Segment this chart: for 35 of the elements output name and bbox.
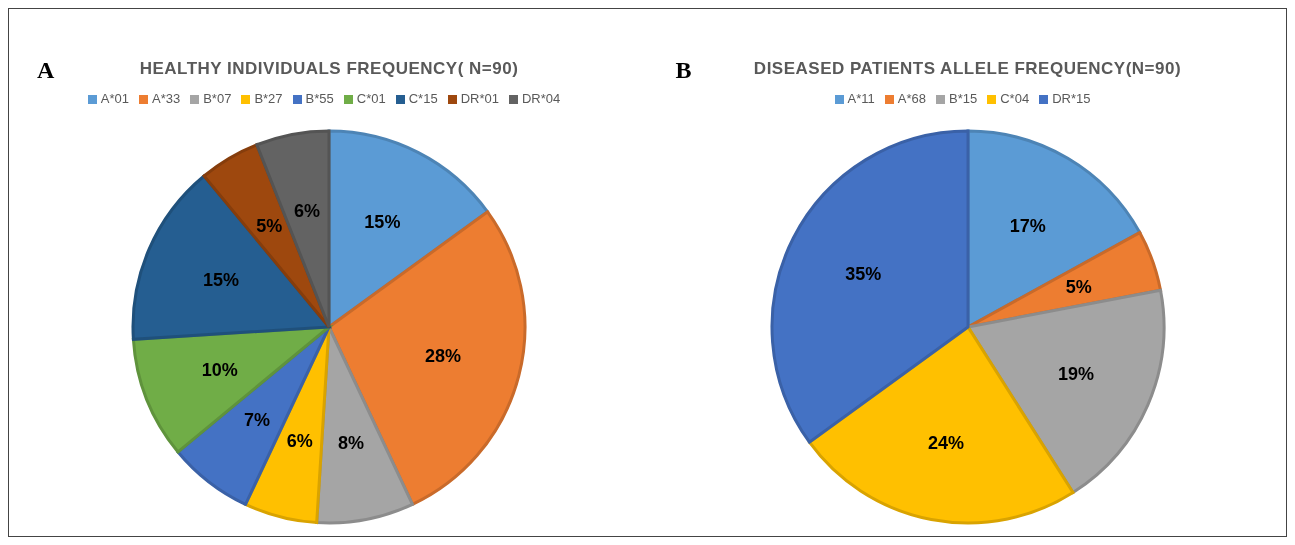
data-label: 5% xyxy=(1065,277,1092,298)
pie-slice xyxy=(131,174,331,341)
legend-label: B*55 xyxy=(305,91,334,106)
legend-label: C*01 xyxy=(356,91,386,106)
data-label: 8% xyxy=(338,432,365,453)
data-label: 19% xyxy=(1057,363,1094,384)
data-label: 35% xyxy=(844,263,881,284)
legend-label: DR*01 xyxy=(460,91,499,106)
data-label: 15% xyxy=(364,212,401,233)
legend-label: A*68 xyxy=(897,91,926,106)
data-label: 24% xyxy=(927,432,964,453)
pie-slice xyxy=(255,129,331,329)
legend-label: B*27 xyxy=(254,91,283,106)
legend-label: DR*04 xyxy=(521,91,561,106)
data-label: 6% xyxy=(293,201,320,222)
data-label: 7% xyxy=(243,409,270,430)
chart-title: DISEASED PATIENTS ALLELE FREQUENCY(N=90) xyxy=(753,59,1182,78)
data-label: 6% xyxy=(286,430,313,451)
text: A xyxy=(37,57,55,84)
data-label: 15% xyxy=(203,270,240,291)
legend-label: B*15 xyxy=(949,91,978,106)
legend-label: B*07 xyxy=(203,91,232,106)
legend-label: A*11 xyxy=(847,91,875,106)
legend-label: C*04 xyxy=(1000,91,1030,106)
legend-label: A*33 xyxy=(151,91,181,106)
legend-label: DR*15 xyxy=(1052,91,1091,106)
data-label: 17% xyxy=(1009,215,1046,236)
chart-title: HEALTHY INDIVIDUALS FREQUENCY( N=90) xyxy=(139,59,519,78)
legend-label: C*15 xyxy=(408,91,438,106)
data-label: 5% xyxy=(256,215,283,236)
pie-slice xyxy=(315,325,414,525)
data-label: 28% xyxy=(424,346,461,367)
text: B xyxy=(675,57,692,84)
data-label: 10% xyxy=(201,360,238,381)
legend-label: A*01 xyxy=(100,91,129,106)
